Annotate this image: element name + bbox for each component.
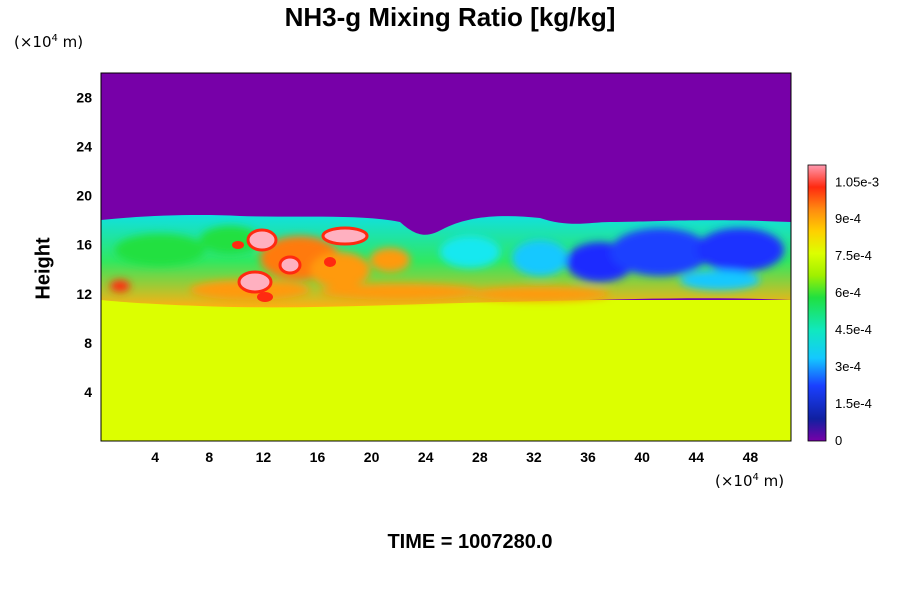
x-tick-label: 40 [634, 449, 650, 465]
x-axis-ticks: 4 8 12 16 20 24 28 32 36 40 44 48 [151, 449, 758, 465]
time-label: TIME = 1007280.0 [387, 531, 553, 553]
y-tick-label: 24 [76, 139, 92, 155]
y-tick-label: 12 [76, 286, 92, 302]
lower-layer [101, 300, 791, 441]
x-axis-unit: (×104 m) [715, 472, 785, 490]
x-tick-label: 4 [151, 449, 159, 465]
colorbar-label: 9e-4 [835, 211, 861, 226]
high-concentration-cells [232, 226, 369, 302]
y-tick-label: 4 [84, 384, 92, 400]
plot-frame [100, 72, 792, 442]
x-tick-label: 8 [205, 449, 213, 465]
colorbar-label: 0 [835, 433, 842, 448]
x-tick-label: 32 [526, 449, 542, 465]
x-tick-label: 20 [364, 449, 380, 465]
x-tick-label: 16 [310, 449, 326, 465]
x-tick-label: 28 [472, 449, 488, 465]
colorbar [807, 164, 827, 442]
y-axis-ticks: 4 8 12 16 20 24 28 [76, 90, 92, 400]
y-tick-label: 20 [76, 188, 92, 204]
y-tick-label: 16 [76, 237, 92, 253]
colorbar-labels: 0 1.5e-4 3e-4 4.5e-4 6e-4 7.5e-4 9e-4 1.05e-3 [835, 174, 879, 448]
y-tick-label: 8 [84, 335, 92, 351]
y-tick-label: 28 [76, 90, 92, 106]
colorbar-label: 1.05e-3 [835, 174, 879, 189]
colorbar-label: 7.5e-4 [835, 248, 872, 263]
x-tick-label: 36 [580, 449, 596, 465]
colorbar-label: 1.5e-4 [835, 396, 872, 411]
mixed-layer-structure [110, 226, 784, 301]
colorbar-label: 3e-4 [835, 359, 861, 374]
x-tick-label: 48 [743, 449, 759, 465]
x-tick-label: 44 [689, 449, 705, 465]
x-tick-label: 24 [418, 449, 434, 465]
colorbar-label: 4.5e-4 [835, 322, 872, 337]
heatmap-field [101, 73, 791, 441]
colorbar-label: 6e-4 [835, 285, 861, 300]
y-axis-unit: (×104 m) [14, 33, 84, 51]
chart-title: NH3-g Mixing Ratio [kg/kg] [284, 2, 616, 32]
x-tick-label: 12 [256, 449, 272, 465]
